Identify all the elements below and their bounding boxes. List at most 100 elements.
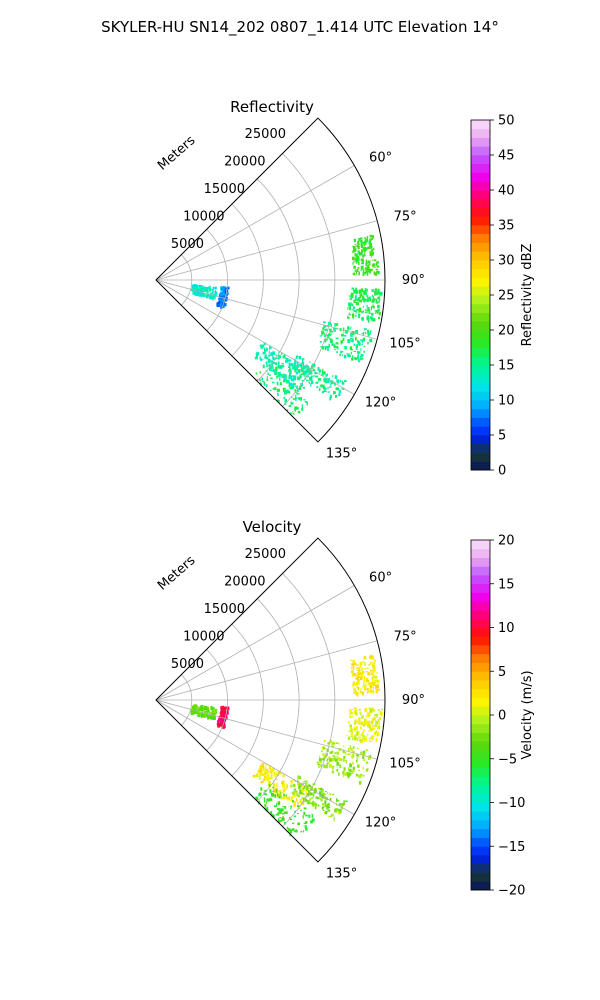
echo-gate <box>363 729 365 731</box>
echo-gate <box>334 752 337 754</box>
echo-gate <box>359 678 362 680</box>
echo-gate <box>339 353 341 356</box>
echo-gate <box>282 817 285 821</box>
echo-gate <box>366 761 369 764</box>
echo-gate <box>317 381 319 383</box>
echo-gate <box>331 342 333 347</box>
echo-gate <box>375 263 378 265</box>
echo-gate <box>271 363 273 366</box>
echo-gate <box>350 303 354 306</box>
echo-gate <box>362 241 365 245</box>
echo-gate <box>376 732 380 736</box>
echo-gate <box>351 756 353 759</box>
echo-gate <box>276 375 278 379</box>
echo-gate <box>355 773 359 777</box>
range-tick-label: 25000 <box>245 127 286 142</box>
colorbar-segment <box>471 741 490 751</box>
echo-gate <box>352 317 354 320</box>
echo-gate <box>293 364 296 367</box>
echo-gate <box>299 800 302 804</box>
echo-gate <box>323 389 326 392</box>
echo-gate <box>322 757 325 761</box>
echo-gate <box>372 296 374 298</box>
echo-gate <box>223 706 227 710</box>
echo-gate <box>261 359 264 361</box>
echo-gate <box>375 298 378 303</box>
echo-gate <box>293 815 297 818</box>
echo-gate <box>198 293 201 297</box>
echo-layer <box>190 234 383 415</box>
echo-gate <box>329 338 331 340</box>
echo-gate <box>358 307 362 310</box>
colorbar-segment <box>471 820 490 830</box>
echo-gate <box>315 375 319 378</box>
echo-gate <box>327 348 329 352</box>
echo-gate <box>283 377 287 381</box>
echo-gate <box>349 713 351 716</box>
echo-gate <box>357 243 360 246</box>
echo-gate <box>301 798 304 800</box>
echo-gate <box>274 794 277 798</box>
echo-gate <box>280 374 283 376</box>
echo-gate <box>347 772 350 776</box>
echo-gate <box>293 382 295 384</box>
echo-gate <box>355 291 357 295</box>
colorbar-segment <box>471 251 490 261</box>
echo-gate <box>317 367 320 371</box>
echo-gate <box>351 731 353 734</box>
echo-gate <box>275 771 277 776</box>
echo-gate <box>277 812 280 814</box>
echo-gate <box>273 369 276 372</box>
echo-gate <box>359 299 363 303</box>
echo-gate <box>347 326 349 328</box>
echo-gate <box>318 791 322 795</box>
echo-gate <box>306 800 310 803</box>
theta-tick-label: 90° <box>402 693 425 708</box>
echo-gate <box>360 265 364 270</box>
echo-gate <box>378 298 381 302</box>
echo-gate <box>286 826 289 829</box>
echo-gate <box>369 681 372 686</box>
echo-gate <box>221 286 225 290</box>
echo-gate <box>297 822 300 825</box>
echo-gate <box>295 798 298 802</box>
echo-gate <box>259 773 261 777</box>
echo-gate <box>372 669 374 674</box>
echo-gate <box>211 292 213 296</box>
radial-gridline <box>155 165 355 281</box>
echo-gate <box>312 382 314 384</box>
echo-gate <box>377 722 381 725</box>
echo-gate <box>211 297 214 300</box>
range-tick-label: 15000 <box>204 602 245 617</box>
reflectivity-panel: Reflectivity60°75°90°105°120°135°5000100… <box>155 98 535 479</box>
echo-gate <box>369 662 372 665</box>
echo-gate <box>369 709 373 713</box>
colorbar-segment <box>471 610 490 620</box>
echo-gate <box>370 316 373 320</box>
echo-gate <box>353 688 356 691</box>
echo-gate <box>217 721 219 723</box>
colorbar-tick-label: 40 <box>498 184 515 199</box>
echo-gate <box>344 751 347 755</box>
echo-gate <box>252 775 256 778</box>
echo-gate <box>373 662 375 665</box>
echo-gate <box>289 796 291 800</box>
echo-gate <box>206 713 208 718</box>
echo-gate <box>305 799 308 802</box>
echo-gate <box>343 745 345 747</box>
echo-gate <box>324 381 327 384</box>
echo-gate <box>360 292 363 297</box>
echo-gate <box>355 253 358 258</box>
echo-gate <box>347 767 350 770</box>
echo-gate <box>223 297 225 301</box>
echo-gate <box>268 354 271 357</box>
echo-gate <box>319 759 322 763</box>
echo-gate <box>354 683 357 686</box>
theta-tick-label: 105° <box>389 337 420 352</box>
echo-gate <box>353 290 357 293</box>
echo-gate <box>223 712 225 714</box>
echo-gate <box>375 292 378 296</box>
echo-gate <box>361 715 364 717</box>
echo-gate <box>355 302 359 306</box>
echo-gate <box>347 747 350 752</box>
